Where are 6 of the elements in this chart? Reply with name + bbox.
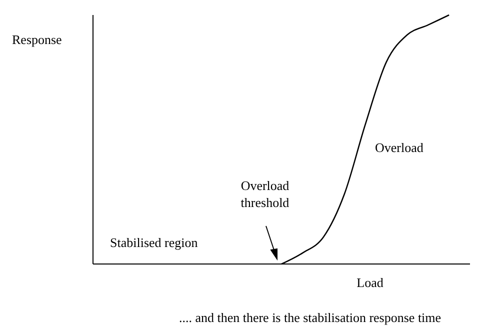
text: .... and then there is the stabilisation response time <box>178 310 442 325</box>
annotation: Overload threshold <box>240 178 290 210</box>
annotation: Overload <box>375 140 424 155</box>
y-axis-title: Response <box>12 32 62 47</box>
x-axis-title: Load <box>356 275 384 290</box>
annotation: Stabilised region <box>110 235 198 250</box>
